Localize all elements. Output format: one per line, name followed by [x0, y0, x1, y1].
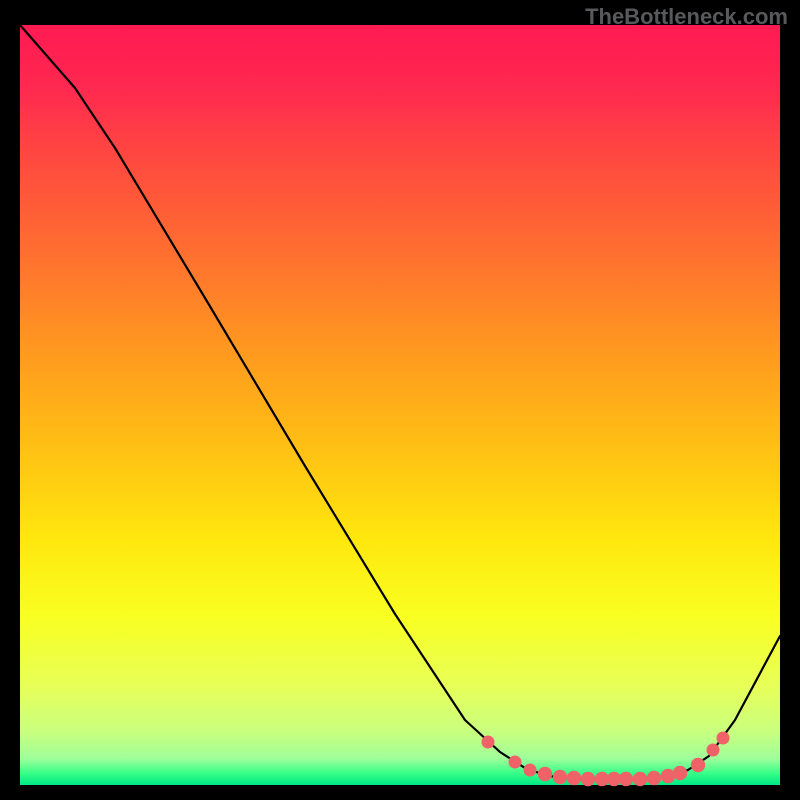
data-marker [524, 764, 537, 777]
data-marker [707, 744, 720, 757]
bottleneck-curve-chart [0, 0, 800, 800]
gradient-background [20, 25, 780, 785]
data-marker [633, 772, 647, 786]
data-marker [619, 772, 633, 786]
data-marker [581, 772, 595, 786]
data-marker [673, 766, 687, 780]
data-marker [691, 758, 705, 772]
data-marker [538, 767, 552, 781]
data-marker [509, 756, 522, 769]
data-marker [567, 771, 581, 785]
data-marker [647, 771, 661, 785]
data-marker [482, 736, 495, 749]
watermark-text: TheBottleneck.com [585, 4, 788, 30]
chart-frame: TheBottleneck.com [0, 0, 800, 800]
data-marker [553, 770, 567, 784]
data-marker [661, 769, 675, 783]
data-marker [717, 732, 730, 745]
